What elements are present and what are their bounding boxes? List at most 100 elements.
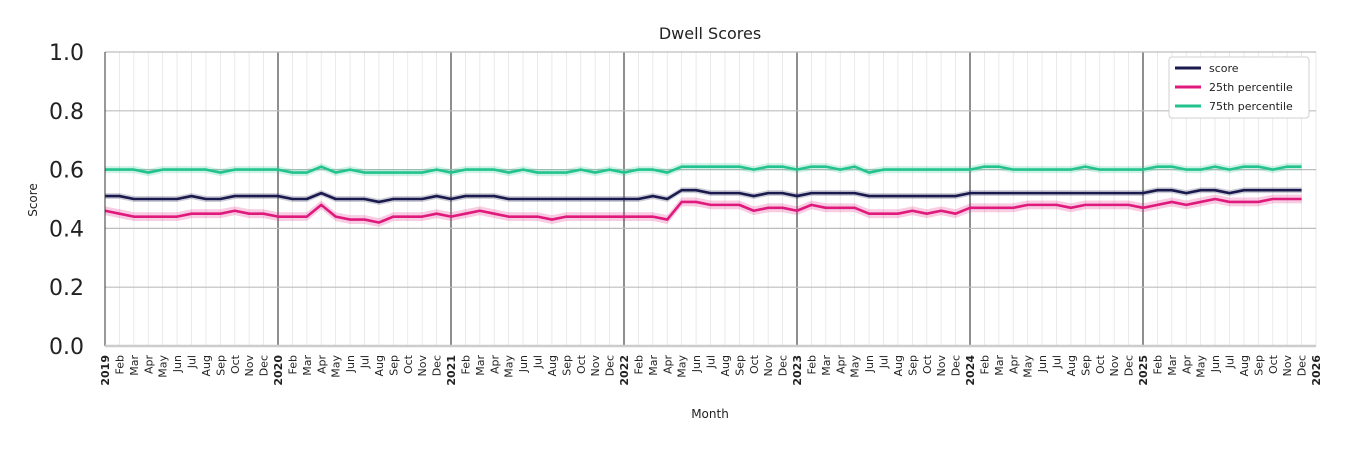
y-tick-label: 0.0: [49, 335, 84, 360]
x-tick-month-label: Aug: [200, 355, 213, 376]
x-tick-month-label: Mar: [1166, 355, 1179, 376]
band-score: [105, 187, 1302, 205]
x-tick-month-label: Sep: [906, 355, 919, 376]
x-tick-month-label: Jul: [359, 355, 372, 369]
x-tick-month-label: Apr: [834, 355, 847, 375]
x-tick-month-label: May: [157, 355, 170, 378]
axes: [104, 52, 1316, 348]
x-tick-month-label: Jun: [690, 355, 703, 373]
x-tick-month-label: Dec: [1296, 355, 1309, 376]
x-tick-month-label: Oct: [1267, 354, 1280, 374]
x-tick-month-label: Aug: [373, 355, 386, 376]
x-tick-month-label: Feb: [632, 355, 645, 374]
band-25th-percentile: [105, 194, 1302, 227]
series-line-score: [105, 188, 1302, 204]
series-line-25th-percentile: [104, 197, 1302, 224]
y-tick-label: 0.8: [49, 100, 84, 125]
x-tick-year-label: 2022: [618, 355, 631, 386]
x-tick-year-label: 2019: [99, 355, 112, 386]
x-tick-month-label: Mar: [474, 355, 487, 376]
x-tick-month-label: Aug: [892, 355, 905, 376]
x-tick-month-label: Aug: [1065, 355, 1078, 376]
x-tick-month-label: Jun: [171, 355, 184, 373]
x-tick-month-label: Jul: [532, 355, 545, 369]
x-tick-year-label: 2024: [964, 355, 977, 386]
x-tick-month-label: May: [1195, 355, 1208, 378]
x-axis-label: Month: [691, 407, 729, 421]
y-tick-labels: 0.0 0.2 0.4 0.6 0.8 1.0: [49, 41, 84, 360]
x-tick-month-label: Dec: [431, 355, 444, 376]
x-tick-month-label: Oct: [575, 354, 588, 374]
x-tick-month-label: Jun: [1036, 355, 1049, 373]
x-tick-month-label: Mar: [301, 355, 314, 376]
chart-title: Dwell Scores: [659, 24, 761, 43]
x-tick-month-label: Jun: [517, 355, 530, 373]
x-tick-month-label: Jul: [878, 355, 891, 369]
x-tick-month-label: Dec: [604, 355, 617, 376]
x-tick-month-label: May: [330, 355, 343, 378]
y-tick-label: 0.4: [49, 217, 84, 242]
x-tick-year-label: 2021: [445, 355, 458, 386]
y-tick-label: 1.0: [49, 41, 84, 66]
x-tick-month-label: Jun: [1209, 355, 1222, 373]
x-tick-month-label: Oct: [229, 354, 242, 374]
x-tick-month-label: Oct: [402, 354, 415, 374]
x-tick-month-label: Oct: [921, 354, 934, 374]
x-tick-month-label: Sep: [560, 355, 573, 376]
legend-label: 75th percentile: [1209, 100, 1293, 113]
grid: [104, 51, 1317, 347]
series-line-75th-percentile: [105, 165, 1302, 174]
x-tick-month-label: Aug: [546, 355, 559, 376]
x-tick-month-label: Sep: [214, 355, 227, 376]
x-tick-month-label: Dec: [1123, 355, 1136, 376]
y-tick-label: 0.6: [49, 159, 84, 184]
x-tick-month-label: Mar: [647, 355, 660, 376]
x-tick-year-label: 2026: [1310, 355, 1323, 386]
x-tick-month-label: Apr: [1007, 355, 1020, 375]
x-tick-year-label: 2020: [272, 355, 285, 386]
x-tick-month-label: Jun: [344, 355, 357, 373]
x-tick-month-label: Nov: [1108, 355, 1121, 377]
x-tick-month-label: Dec: [258, 355, 271, 376]
x-tick-month-label: Nov: [935, 355, 948, 377]
legend-box: [1168, 56, 1310, 119]
x-tick-month-label: Jul: [705, 355, 718, 369]
x-tick-month-label: Nov: [243, 355, 256, 377]
x-tick-month-label: Aug: [719, 355, 732, 376]
x-tick-month-label: May: [1022, 355, 1035, 378]
x-tick-month-label: Nov: [589, 355, 602, 377]
x-tick-month-label: Jun: [863, 355, 876, 373]
x-tick-month-label: Sep: [733, 355, 746, 376]
x-tick-month-label: Jul: [1051, 355, 1064, 369]
x-tick-month-label: Nov: [762, 355, 775, 377]
x-tick-month-label: Feb: [286, 355, 299, 374]
x-tick-month-label: Dec: [777, 355, 790, 376]
x-tick-month-label: Jul: [186, 355, 199, 369]
series-lines: [104, 165, 1302, 224]
x-tick-month-label: Jul: [1224, 355, 1237, 369]
x-tick-year-label: 2025: [1137, 355, 1150, 386]
x-tick-month-label: Dec: [950, 355, 963, 376]
x-tick-month-label: Mar: [820, 355, 833, 376]
x-tick-month-label: Sep: [1252, 355, 1265, 376]
x-tick-month-label: Nov: [416, 355, 429, 377]
x-tick-month-label: Mar: [128, 355, 141, 376]
x-tick-month-label: Oct: [748, 354, 761, 374]
x-tick-month-label: May: [503, 355, 516, 378]
x-tick-labels: 2019 Feb Mar Apr May Jun Jul Aug Sep Oct Nov Dec 202…: [99, 354, 1323, 385]
x-tick-month-label: May: [676, 355, 689, 378]
x-tick-month-label: Feb: [978, 355, 991, 374]
legend: score 25th percentile 75th percentile: [1168, 56, 1310, 119]
y-tick-label: 0.2: [49, 276, 84, 301]
x-tick-month-label: Oct: [1094, 354, 1107, 374]
x-tick-month-label: Mar: [993, 355, 1006, 376]
legend-label: score: [1209, 62, 1239, 75]
x-tick-month-label: Feb: [1151, 355, 1164, 374]
x-tick-month-label: May: [849, 355, 862, 378]
legend-label: 25th percentile: [1209, 81, 1293, 94]
x-tick-year-label: 2023: [791, 355, 804, 386]
x-tick-month-label: Apr: [1180, 355, 1193, 375]
x-tick-month-label: Feb: [459, 355, 472, 374]
x-tick-month-label: Apr: [142, 355, 155, 375]
